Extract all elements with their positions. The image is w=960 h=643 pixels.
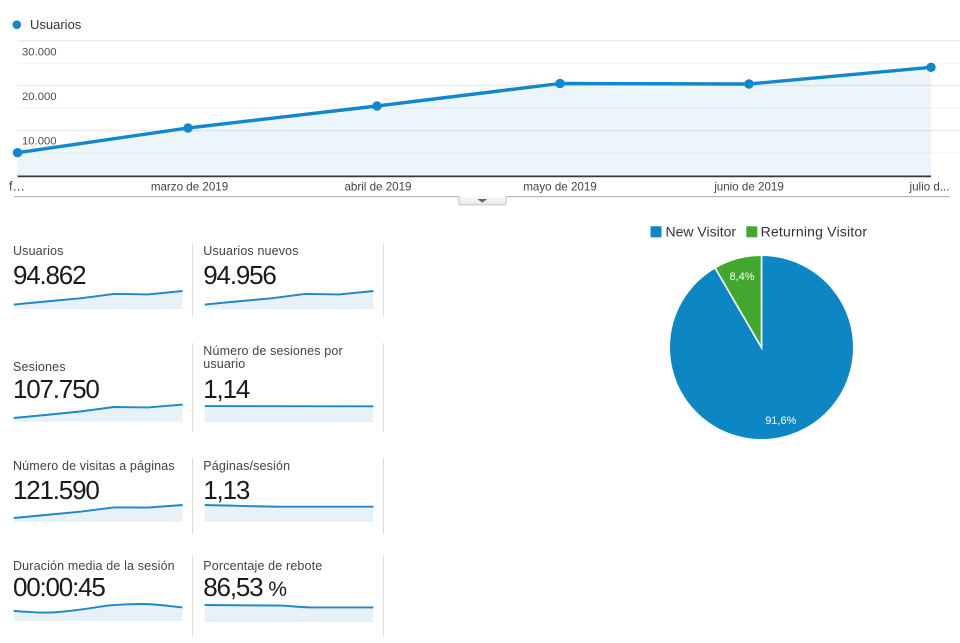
svg-text:julio d...: julio d... — [909, 181, 950, 194]
svg-text:Returning Visitor: Returning Visitor — [761, 223, 868, 239]
svg-text:8,4%: 8,4% — [729, 271, 754, 283]
svg-text:mayo de 2019: mayo de 2019 — [523, 181, 596, 194]
svg-text:junio de 2019: junio de 2019 — [713, 181, 784, 194]
svg-text:30.000: 30.000 — [22, 46, 57, 58]
svg-text:20.000: 20.000 — [22, 91, 57, 103]
svg-text:10.000: 10.000 — [22, 136, 57, 148]
svg-text:marzo de 2019: marzo de 2019 — [151, 181, 228, 194]
svg-text:New Visitor: New Visitor — [666, 223, 737, 239]
svg-text:f...: f... — [9, 180, 25, 194]
svg-text:91,6%: 91,6% — [765, 415, 796, 427]
svg-text:abril de 2019: abril de 2019 — [344, 181, 411, 194]
svg-text:Usuarios: Usuarios — [30, 17, 82, 32]
